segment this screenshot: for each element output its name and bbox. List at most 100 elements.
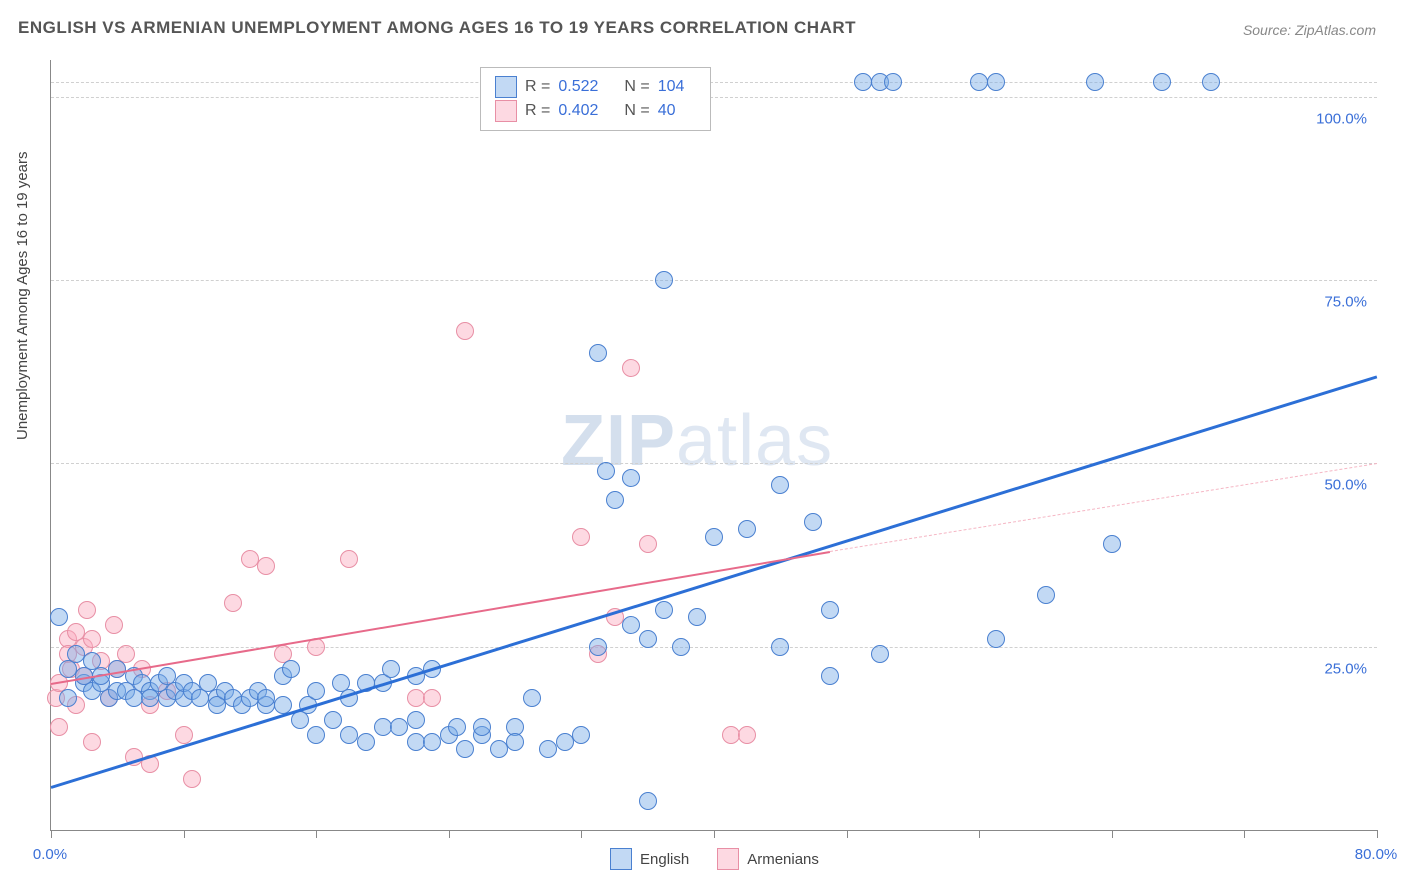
english-point xyxy=(390,718,408,736)
english-point xyxy=(407,711,425,729)
x-tick-label: 80.0% xyxy=(1355,846,1398,863)
english-point xyxy=(50,608,68,626)
english-point xyxy=(1037,586,1055,604)
plot-area: ZIPatlas 25.0% 50.0% 75.0% 100.0% xyxy=(50,60,1377,831)
legend-item: Armenians xyxy=(717,848,819,870)
stat-n-label: N = xyxy=(624,78,649,96)
chart-title: ENGLISH VS ARMENIAN UNEMPLOYMENT AMONG A… xyxy=(18,18,856,38)
english-point xyxy=(639,630,657,648)
english-point xyxy=(324,711,342,729)
x-tick xyxy=(847,830,848,838)
armenian-point xyxy=(340,550,358,568)
english-point xyxy=(987,630,1005,648)
english-point xyxy=(423,733,441,751)
grid-line xyxy=(51,647,1377,648)
english-point xyxy=(655,271,673,289)
armenian-point xyxy=(241,550,259,568)
armenian-point xyxy=(423,689,441,707)
english-point xyxy=(307,726,325,744)
armenian-point xyxy=(224,594,242,612)
english-point xyxy=(821,667,839,685)
english-point xyxy=(871,645,889,663)
y-axis-label: Unemployment Among Ages 16 to 19 years xyxy=(14,151,31,440)
grid-line xyxy=(51,280,1377,281)
grid-line xyxy=(51,82,1377,83)
english-point xyxy=(705,528,723,546)
english-point xyxy=(738,520,756,538)
stat-r-value: 0.402 xyxy=(558,102,616,120)
armenian-point xyxy=(175,726,193,744)
stat-n-value: 104 xyxy=(658,78,696,96)
english-point xyxy=(539,740,557,758)
english-point xyxy=(340,726,358,744)
armenian-point xyxy=(183,770,201,788)
english-point xyxy=(688,608,706,626)
x-tick xyxy=(581,830,582,838)
armenian-point xyxy=(105,616,123,634)
english-point xyxy=(655,601,673,619)
legend-label: English xyxy=(640,851,689,868)
english-point xyxy=(473,718,491,736)
english-point xyxy=(970,73,988,91)
english-point xyxy=(556,733,574,751)
stats-box: R = 0.522N = 104R = 0.402N = 40 xyxy=(480,67,711,131)
english-point xyxy=(1086,73,1104,91)
legend-item: English xyxy=(610,848,689,870)
english-point xyxy=(987,73,1005,91)
english-point xyxy=(572,726,590,744)
armenian-point xyxy=(722,726,740,744)
armenian-point xyxy=(78,601,96,619)
watermark-bold: ZIP xyxy=(561,401,676,481)
legend-swatch xyxy=(495,100,517,122)
english-point xyxy=(456,740,474,758)
watermark-rest: atlas xyxy=(676,401,833,481)
y-tick-label: 75.0% xyxy=(1324,294,1367,311)
english-point xyxy=(622,616,640,634)
english-point xyxy=(771,638,789,656)
x-tick xyxy=(1377,830,1378,838)
armenian-point xyxy=(83,733,101,751)
legend-swatch xyxy=(717,848,739,870)
english-point xyxy=(506,733,524,751)
english-point xyxy=(884,73,902,91)
armenian-point xyxy=(572,528,590,546)
y-tick-label: 100.0% xyxy=(1316,110,1367,127)
armenian-point xyxy=(639,535,657,553)
english-point xyxy=(672,638,690,656)
source-attribution: Source: ZipAtlas.com xyxy=(1243,22,1376,38)
x-tick xyxy=(1244,830,1245,838)
armenian-point xyxy=(738,726,756,744)
x-tick xyxy=(1112,830,1113,838)
armenian-point xyxy=(83,630,101,648)
english-point xyxy=(59,689,77,707)
english-point xyxy=(1153,73,1171,91)
english-point xyxy=(448,718,466,736)
y-tick-label: 50.0% xyxy=(1324,477,1367,494)
stat-r-label: R = xyxy=(525,102,550,120)
english-point xyxy=(622,469,640,487)
english-point xyxy=(490,740,508,758)
english-point xyxy=(804,513,822,531)
stat-n-label: N = xyxy=(624,102,649,120)
x-tick-label: 0.0% xyxy=(33,846,67,863)
armenian-point xyxy=(622,359,640,377)
y-tick-label: 25.0% xyxy=(1324,660,1367,677)
legend-label: Armenians xyxy=(747,851,819,868)
legend-bottom: English Armenians xyxy=(610,848,819,870)
x-tick xyxy=(316,830,317,838)
english-point xyxy=(589,344,607,362)
english-point xyxy=(282,660,300,678)
english-point xyxy=(357,733,375,751)
x-tick xyxy=(184,830,185,838)
english-point xyxy=(1103,535,1121,553)
english-point xyxy=(854,73,872,91)
english-point xyxy=(67,645,85,663)
english-point xyxy=(597,462,615,480)
x-tick xyxy=(714,830,715,838)
x-tick xyxy=(449,830,450,838)
legend-swatch xyxy=(610,848,632,870)
english-point xyxy=(606,491,624,509)
x-tick xyxy=(979,830,980,838)
armenian-point xyxy=(257,557,275,575)
armenian-point xyxy=(456,322,474,340)
